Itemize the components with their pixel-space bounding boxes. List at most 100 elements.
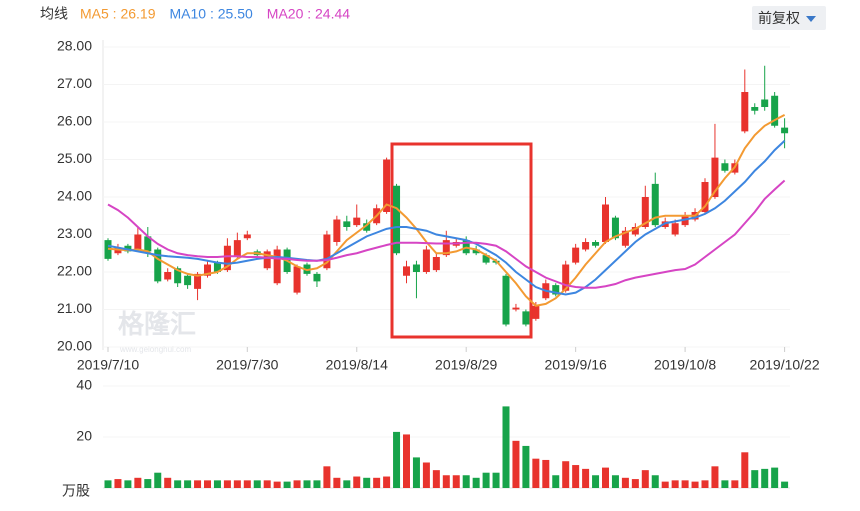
candle-body xyxy=(293,266,301,293)
volume-bar xyxy=(233,480,241,488)
volume-bar xyxy=(432,470,440,488)
candle-body xyxy=(432,257,440,271)
candle-body xyxy=(442,240,450,256)
volume-bar xyxy=(383,476,391,488)
candle-body xyxy=(273,249,281,284)
x-tick-label: 2019/8/14 xyxy=(326,357,388,373)
volume-bar xyxy=(502,406,510,488)
volume-bar xyxy=(631,479,639,488)
candle-body xyxy=(213,262,221,272)
volume-bar xyxy=(124,480,132,488)
legend-entry: MA5 : 26.19 xyxy=(80,6,156,22)
volume-bar xyxy=(532,458,540,488)
ma-line xyxy=(107,113,786,307)
volume-bar xyxy=(263,480,271,488)
volume-bar xyxy=(343,480,351,488)
volume-bar xyxy=(353,476,361,488)
candle-body xyxy=(323,234,331,269)
volume-bar xyxy=(134,477,142,488)
volume-bar xyxy=(661,481,669,488)
candle-body xyxy=(144,236,152,252)
volume-bar xyxy=(602,467,609,488)
candle-body xyxy=(711,157,719,197)
candle-body xyxy=(184,275,192,286)
legend-entry: MA10 : 25.50 xyxy=(170,6,253,22)
candle-body xyxy=(741,92,749,132)
candle-body xyxy=(582,242,590,250)
highlight-box xyxy=(390,142,533,339)
candle-body xyxy=(233,240,241,257)
x-tick-label: 2019/10/22 xyxy=(750,357,820,373)
candle-body xyxy=(412,264,420,272)
candle-body xyxy=(621,230,629,246)
volume-bar xyxy=(482,472,490,488)
volume-bar xyxy=(114,479,122,488)
candle-body xyxy=(353,217,361,226)
candle-body xyxy=(164,272,172,280)
candle-body xyxy=(651,183,659,226)
y-tick-label: 23.00 xyxy=(57,225,92,241)
volume-bar xyxy=(253,480,261,488)
volume-bar xyxy=(492,472,500,488)
y-tick-label: 25.00 xyxy=(57,150,92,166)
candle-body xyxy=(313,273,321,282)
adjust-button[interactable]: 前复权 xyxy=(752,6,826,30)
candle-body xyxy=(552,285,560,295)
candle-body xyxy=(263,251,271,269)
volume-bar xyxy=(522,445,530,488)
volume-unit: 万股 xyxy=(62,483,90,499)
y-tick-label: 28.00 xyxy=(57,38,92,54)
candle-body xyxy=(781,127,789,134)
adjust-label[interactable]: 前复权 xyxy=(758,10,800,26)
candle-body xyxy=(383,159,391,212)
volume-bar xyxy=(144,479,152,488)
candle-body xyxy=(502,275,510,325)
candle-body xyxy=(472,249,480,254)
ma-line xyxy=(107,179,786,289)
candle-body xyxy=(243,234,251,239)
candle-body xyxy=(393,185,401,254)
indicator-label: 均线 xyxy=(40,6,68,22)
candle-body xyxy=(154,249,162,282)
y-tick-label: 24.00 xyxy=(57,188,92,204)
candle-body xyxy=(343,221,351,227)
candle-body xyxy=(761,99,769,107)
volume-bar xyxy=(751,470,759,488)
volume-bar xyxy=(621,477,629,488)
volume-bar xyxy=(562,461,570,488)
x-tick-label: 2019/10/8 xyxy=(654,357,716,373)
dropdown-arrow[interactable] xyxy=(806,16,816,22)
watermark: 格隆汇 xyxy=(118,309,196,339)
candle-body xyxy=(333,219,341,242)
x-tick-label: 2019/7/10 xyxy=(77,357,139,373)
volume-bar xyxy=(711,466,719,488)
candle-body xyxy=(701,182,709,212)
volume-bar xyxy=(313,480,321,488)
volume-bar xyxy=(552,475,560,488)
volume-tick-label: 20 xyxy=(76,428,92,444)
candle-body xyxy=(611,217,619,239)
volume-bar xyxy=(273,481,281,488)
volume-bar xyxy=(174,480,182,488)
volume-bar xyxy=(194,480,202,488)
candle-body xyxy=(422,249,430,272)
volume-bar xyxy=(592,475,600,488)
volume-bar xyxy=(303,480,311,488)
volume-bar xyxy=(422,462,430,488)
volume-bar xyxy=(741,452,749,488)
watermark-url: www.gelonghui.com xyxy=(119,345,191,354)
volume-bar xyxy=(363,477,371,488)
x-tick-label: 2019/7/30 xyxy=(216,357,278,373)
x-tick-label: 2019/9/16 xyxy=(545,357,607,373)
volume-bar xyxy=(393,431,401,488)
candle-body xyxy=(204,264,211,276)
x-tick-label: 2019/8/29 xyxy=(435,357,497,373)
volume-bar xyxy=(472,477,480,488)
volume-bar xyxy=(283,481,291,488)
volume-bar xyxy=(323,466,331,488)
candle-body xyxy=(721,163,729,171)
volume-bar xyxy=(781,481,789,488)
volume-bar xyxy=(333,477,341,488)
candle-body xyxy=(363,223,371,231)
